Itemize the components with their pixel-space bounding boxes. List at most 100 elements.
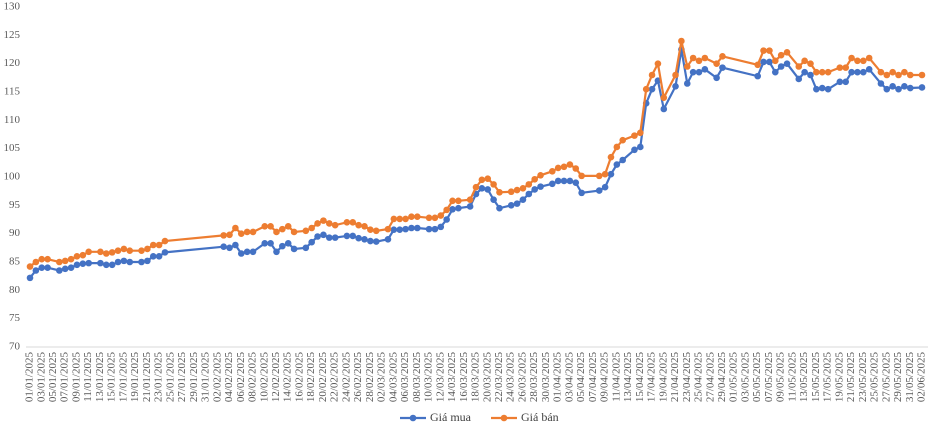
data-point bbox=[525, 181, 533, 188]
data-point bbox=[449, 206, 456, 213]
data-point bbox=[760, 58, 767, 66]
x-tick-label: 09/05/2025 bbox=[775, 352, 787, 403]
x-tick-label: 18/02/2025 bbox=[305, 352, 317, 403]
x-tick-label: 08/03/2025 bbox=[411, 352, 423, 403]
data-point bbox=[777, 63, 785, 70]
data-point bbox=[290, 245, 298, 253]
data-point bbox=[414, 224, 421, 232]
data-point bbox=[85, 248, 92, 256]
y-tick-label: 100 bbox=[4, 171, 21, 183]
data-point bbox=[120, 245, 128, 253]
data-point bbox=[818, 68, 826, 76]
data-point bbox=[854, 68, 861, 76]
data-point bbox=[97, 248, 104, 256]
data-point bbox=[144, 245, 151, 253]
data-point bbox=[877, 80, 885, 87]
data-point bbox=[108, 249, 116, 256]
x-tick-label: 29/01/2025 bbox=[188, 352, 200, 403]
data-point bbox=[331, 221, 339, 229]
data-point bbox=[126, 258, 134, 266]
data-point bbox=[67, 264, 75, 271]
data-point bbox=[161, 249, 169, 256]
x-tick-label: 05/05/2025 bbox=[751, 352, 763, 403]
data-point bbox=[601, 183, 609, 191]
data-point bbox=[249, 248, 257, 256]
data-point bbox=[595, 187, 603, 194]
x-tick-label: 02/02/2025 bbox=[211, 352, 223, 403]
x-tick-label: 12/02/2025 bbox=[270, 352, 282, 403]
data-point bbox=[771, 68, 779, 76]
data-point bbox=[79, 260, 87, 268]
data-point bbox=[595, 172, 603, 180]
data-point bbox=[466, 203, 474, 210]
data-point bbox=[824, 85, 832, 93]
x-tick-label: 27/01/2025 bbox=[176, 352, 188, 403]
x-tick-label: 24/03/2025 bbox=[505, 352, 517, 403]
data-point bbox=[32, 258, 40, 266]
data-point bbox=[889, 68, 896, 76]
data-point bbox=[572, 179, 580, 186]
data-point bbox=[648, 71, 656, 79]
x-tick-label: 17/04/2025 bbox=[646, 352, 658, 403]
data-point bbox=[695, 57, 703, 65]
data-point bbox=[484, 175, 492, 182]
data-point bbox=[284, 240, 292, 247]
x-tick-label: 06/02/2025 bbox=[235, 352, 247, 403]
x-tick-label: 22/02/2025 bbox=[329, 352, 341, 403]
data-point bbox=[425, 225, 433, 233]
data-point bbox=[619, 136, 627, 144]
data-point bbox=[273, 248, 280, 256]
data-point bbox=[314, 220, 321, 227]
data-point bbox=[249, 228, 257, 236]
data-point bbox=[478, 185, 486, 192]
data-point bbox=[860, 68, 867, 76]
data-point bbox=[713, 60, 720, 67]
data-point bbox=[918, 84, 926, 91]
data-point bbox=[490, 196, 497, 203]
data-point bbox=[754, 72, 761, 80]
data-point bbox=[637, 129, 644, 137]
data-point bbox=[906, 71, 914, 79]
data-point bbox=[149, 253, 157, 260]
data-point bbox=[607, 153, 615, 161]
data-point bbox=[548, 180, 556, 188]
data-point bbox=[302, 227, 310, 235]
data-point bbox=[114, 247, 122, 254]
y-tick-label: 75 bbox=[9, 312, 21, 324]
data-point bbox=[220, 243, 227, 250]
y-tick-label: 80 bbox=[9, 284, 21, 296]
legend-item: Giá mua bbox=[400, 410, 472, 424]
x-tick-label: 04/03/2025 bbox=[387, 352, 399, 403]
data-point bbox=[355, 221, 362, 229]
data-point bbox=[689, 54, 697, 62]
data-point bbox=[56, 267, 63, 274]
data-point bbox=[513, 186, 521, 194]
data-point bbox=[431, 214, 439, 222]
data-point bbox=[126, 247, 134, 254]
x-tick-label: 09/04/2025 bbox=[599, 352, 611, 403]
data-point bbox=[906, 84, 914, 92]
data-point bbox=[607, 170, 615, 178]
data-point bbox=[232, 241, 239, 249]
data-point bbox=[842, 64, 850, 71]
data-point bbox=[519, 196, 527, 203]
x-tick-label: 19/04/2025 bbox=[657, 352, 669, 403]
data-point bbox=[701, 66, 709, 73]
x-tick-label: 13/05/2025 bbox=[798, 352, 810, 403]
data-point bbox=[801, 68, 808, 76]
series-line bbox=[29, 40, 922, 268]
x-tick-label: 10/03/2025 bbox=[423, 352, 435, 403]
data-point bbox=[155, 253, 163, 260]
data-point bbox=[320, 217, 327, 224]
data-point bbox=[302, 244, 310, 252]
data-point bbox=[97, 259, 104, 267]
x-tick-label: 16/02/2025 bbox=[293, 352, 305, 403]
data-point bbox=[783, 49, 791, 56]
x-tick-label: 01/04/2025 bbox=[552, 352, 564, 403]
data-point bbox=[719, 53, 726, 60]
data-point bbox=[367, 226, 374, 233]
data-point bbox=[331, 234, 339, 241]
data-point bbox=[325, 220, 333, 227]
data-point bbox=[537, 172, 544, 179]
